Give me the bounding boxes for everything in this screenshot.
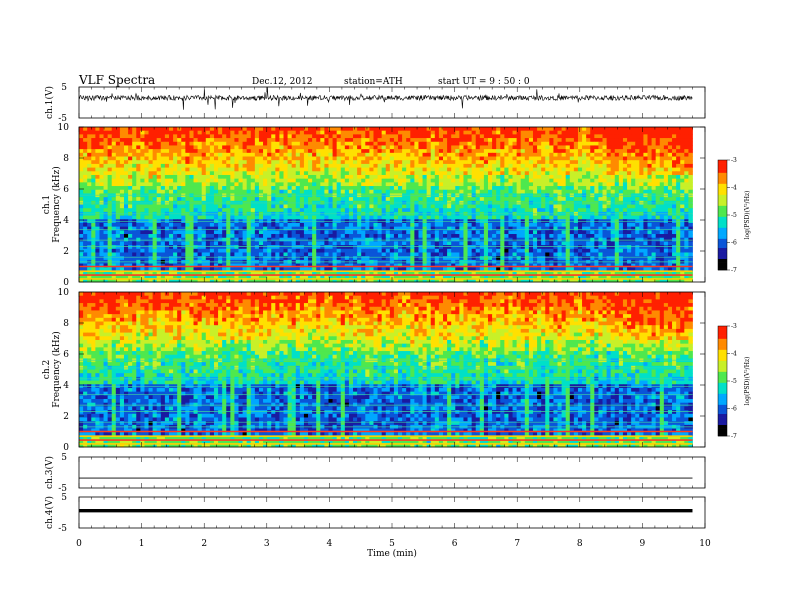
figure-title: VLF Spectra	[78, 73, 155, 87]
y-axis-label: ch.1(V)	[44, 86, 55, 119]
colorbar-label: log(PSD)(V²/Hz)	[744, 357, 751, 406]
x-axis-label: Time (min)	[367, 548, 417, 559]
y-tick-label: 4	[63, 381, 69, 391]
y-tick-label: 8	[63, 154, 69, 164]
y-axis-label-frequency: Frequency (kHz)	[51, 331, 62, 408]
x-tick-label: 2	[201, 539, 207, 549]
y-tick-label: 4	[63, 216, 69, 226]
x-tick-label: 0	[76, 539, 82, 549]
ch1-spectrogram	[79, 127, 693, 282]
colorbar-tick-label: -6	[731, 240, 737, 247]
x-tick-label: 6	[452, 539, 458, 549]
x-tick-label: 1	[139, 539, 145, 549]
ch2-colorbar: -3 -4 -5 -6 -7 log(PSD)(V²/Hz)	[718, 323, 751, 440]
x-tick-label: 10	[699, 539, 711, 549]
y-axis-label: ch.4(V)	[44, 496, 55, 529]
header-station: station=ATH	[344, 77, 403, 87]
y-tick-label: -5	[58, 524, 67, 534]
colorbar-label: log(PSD)(V²/Hz)	[744, 191, 751, 240]
x-tick-label: 5	[389, 539, 395, 549]
colorbar-tick-label: -7	[731, 267, 737, 274]
ch1-colorbar: -3 -4 -5 -6 -7 log(PSD)(V²/Hz)	[718, 157, 751, 274]
y-tick-label: 5	[61, 453, 67, 463]
y-axis-label: ch.3(V)	[44, 456, 55, 489]
y-tick-label: 10	[58, 288, 70, 298]
colorbar-tick-label: -6	[731, 406, 737, 413]
y-tick-label: 5	[61, 83, 67, 93]
y-tick-label: 6	[63, 350, 69, 360]
header-date: Dec.12, 2012	[252, 77, 313, 87]
ch1-waveform-trace	[79, 87, 692, 110]
colorbar-tick-label: -3	[731, 157, 737, 164]
colorbar-tick-label: -7	[731, 433, 737, 440]
y-tick-label: 10	[58, 123, 70, 133]
y-tick-label: 0	[63, 443, 69, 453]
y-axis-label-channel: ch.1	[42, 195, 52, 214]
x-tick-label: 3	[264, 539, 270, 549]
colorbar-tick-label: -3	[731, 323, 737, 330]
colorbar-tick-label: -5	[731, 378, 737, 385]
y-tick-label: 2	[63, 412, 69, 422]
y-axis-label-channel: ch.2	[42, 360, 52, 379]
y-tick-label: 0	[63, 278, 69, 288]
x-tick-label: 9	[640, 539, 646, 549]
colorbar-tick-label: -4	[731, 351, 737, 358]
y-tick-label: 8	[63, 319, 69, 329]
x-tick-label: 4	[327, 539, 333, 549]
y-tick-label: 2	[63, 247, 69, 257]
x-tick-label: 7	[514, 539, 520, 549]
colorbar-tick-label: -5	[731, 212, 737, 219]
ch2-spectrogram	[79, 292, 693, 447]
x-tick-label: 8	[577, 539, 583, 549]
y-tick-label: 5	[61, 493, 67, 503]
header-start-ut: start UT = 9 : 50 : 0	[438, 77, 530, 87]
y-tick-label: 6	[63, 185, 69, 195]
colorbar-tick-label: -4	[731, 185, 737, 192]
y-axis-label-frequency: Frequency (kHz)	[51, 166, 62, 243]
